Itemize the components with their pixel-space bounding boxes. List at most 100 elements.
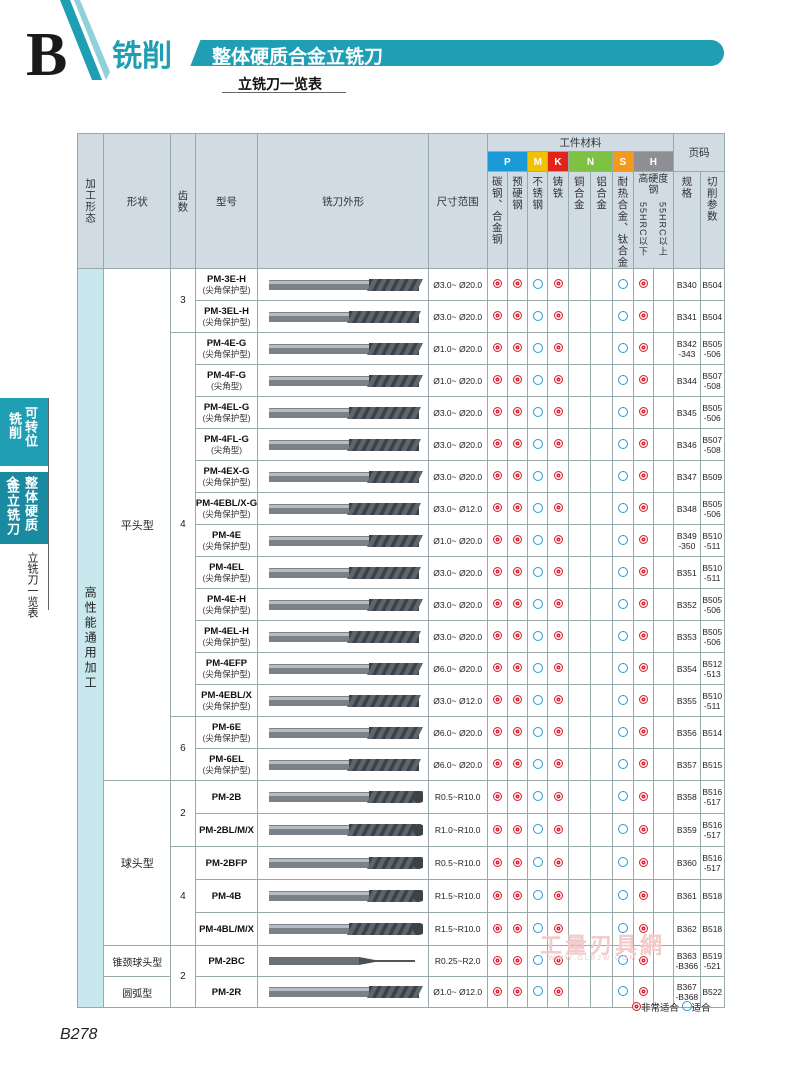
cutting-page[interactable]: B510 -511: [699, 524, 725, 557]
suitable-icon: [532, 278, 543, 289]
spec-page[interactable]: B355: [673, 684, 701, 717]
model-cell: PM-2BFP: [194, 846, 259, 880]
cutting-page[interactable]: B505 -506: [699, 396, 725, 429]
cutting-page[interactable]: B516 -517: [699, 813, 725, 847]
legend: 非常适合 适合: [632, 1000, 711, 1014]
spec-page[interactable]: B346: [673, 428, 701, 461]
material-mark: [632, 364, 654, 397]
material-mark: [567, 684, 591, 717]
material-mark: [589, 813, 614, 847]
cutting-page[interactable]: B518: [699, 879, 725, 913]
spec-page[interactable]: B342 -343: [673, 332, 701, 365]
spec-page[interactable]: B360: [673, 846, 701, 880]
cutting-page[interactable]: B516 -517: [699, 846, 725, 880]
table-row: 4 PM-2BFP R0.5~R10.0 B360 B516 -517: [78, 846, 725, 946]
spec-page[interactable]: B349 -350: [673, 524, 701, 557]
cutting-page[interactable]: B515: [699, 748, 725, 781]
material-mark: [589, 748, 614, 781]
range-cell: Ø6.0~ Ø20.0: [427, 652, 488, 685]
very-suitable-icon: [638, 986, 648, 996]
cutting-page[interactable]: B505 -506: [699, 588, 725, 621]
cutting-page[interactable]: B505 -506: [699, 492, 725, 525]
suitable-icon: [532, 923, 543, 933]
suitable-icon: [532, 791, 543, 801]
suitable-icon: [617, 534, 628, 545]
table-row: 高性能通用加工 平头型 3 PM-3E-H (尖角保护型) Ø3.0~ Ø20.0 B340…: [76, 268, 725, 1008]
spec-page[interactable]: B341: [673, 300, 701, 333]
material-mark: [527, 428, 549, 461]
cutting-page[interactable]: B504: [699, 300, 725, 333]
sidetab-indexable[interactable]: 可转位 铣削: [0, 398, 48, 466]
material-mark: [567, 813, 591, 847]
spec-page[interactable]: B347: [673, 460, 701, 493]
col-range: 尺寸范围: [427, 133, 488, 269]
material-mark: [632, 846, 654, 880]
spec-page[interactable]: B356: [673, 716, 701, 749]
material-mark: [506, 912, 529, 946]
very-suitable-icon: [638, 503, 648, 512]
spec-page[interactable]: B348: [673, 492, 701, 525]
material-mark: [652, 364, 675, 397]
table-row: 6 PM-6E (尖角保护型) Ø6.0~ Ø20.0 B356 B514: [78, 716, 725, 781]
cutting-page[interactable]: B504: [699, 268, 725, 301]
spec-page[interactable]: B351: [673, 556, 701, 589]
cutting-page[interactable]: B519 -521: [699, 945, 725, 977]
very-suitable-icon: [492, 503, 502, 512]
cutting-page[interactable]: B510 -511: [699, 556, 725, 589]
table-row: PM-4FL-G (尖角型) Ø3.0~ Ø20.0 B346 B507 -508: [78, 428, 725, 461]
material-mark: [527, 652, 549, 685]
cutting-page[interactable]: B518: [699, 912, 725, 946]
material-mark: [589, 652, 614, 685]
material-mark: [589, 620, 614, 653]
material-mark: [632, 524, 654, 557]
material-mark: [547, 268, 569, 301]
material-mark: [612, 268, 634, 301]
material-mark: [506, 748, 529, 781]
spec-page[interactable]: B358: [673, 780, 701, 814]
subsection-underline: [222, 92, 346, 93]
spec-page[interactable]: B359: [673, 813, 701, 847]
material-mark: [612, 748, 634, 781]
chapter-letter: B: [26, 21, 68, 89]
sidetab-solid-carbide[interactable]: 整体硬质合 金立铣刀: [0, 472, 48, 544]
cutting-page[interactable]: B505 -506: [699, 620, 725, 653]
cutting-page[interactable]: B505 -506: [699, 332, 725, 365]
cutting-page[interactable]: B516 -517: [699, 780, 725, 814]
very-suitable-icon: [512, 567, 522, 576]
material-mark: [547, 620, 569, 653]
spec-page[interactable]: B354: [673, 652, 701, 685]
spec-page[interactable]: B361: [673, 879, 701, 913]
cutting-page[interactable]: B522: [699, 976, 725, 1008]
col-teeth: 齿数: [170, 133, 196, 269]
cutting-page[interactable]: B512 -513: [699, 652, 725, 685]
material-mark: [589, 396, 614, 429]
spec-page[interactable]: B362: [673, 912, 701, 946]
spec-page[interactable]: B340: [673, 268, 701, 301]
material-mark: [547, 879, 569, 913]
spec-page[interactable]: B352: [673, 588, 701, 621]
spec-page[interactable]: B363 -B366: [673, 945, 701, 977]
very-suitable-icon: [553, 857, 563, 867]
very-suitable-icon: [492, 857, 502, 867]
material-mark: [547, 524, 569, 557]
spec-page[interactable]: B345: [673, 396, 701, 429]
cutting-page[interactable]: B507 -508: [699, 428, 725, 461]
cutting-page[interactable]: B509: [699, 460, 725, 493]
range-cell: Ø3.0~ Ø20.0: [427, 268, 488, 301]
material-mark: [589, 588, 614, 621]
table-row: PM-6EL (尖角保护型) Ø6.0~ Ø20.0 B357 B515: [78, 748, 725, 781]
material-mark: [589, 684, 614, 717]
material-mark: [527, 620, 549, 653]
spec-page[interactable]: B357: [673, 748, 701, 781]
shape-cell: 平头型: [103, 268, 172, 781]
tool-profile: [257, 524, 429, 557]
spec-page[interactable]: B353: [673, 620, 701, 653]
tool-profile: [257, 684, 429, 717]
cutting-page[interactable]: B514: [699, 716, 725, 749]
cutting-page[interactable]: B507 -508: [699, 364, 725, 397]
range-cell: Ø3.0~ Ø20.0: [427, 588, 488, 621]
spec-page[interactable]: B344: [673, 364, 701, 397]
very-suitable-icon: [638, 343, 648, 352]
cutting-page[interactable]: B510 -511: [699, 684, 725, 717]
model-cell: PM-4BL/M/X: [194, 912, 259, 946]
